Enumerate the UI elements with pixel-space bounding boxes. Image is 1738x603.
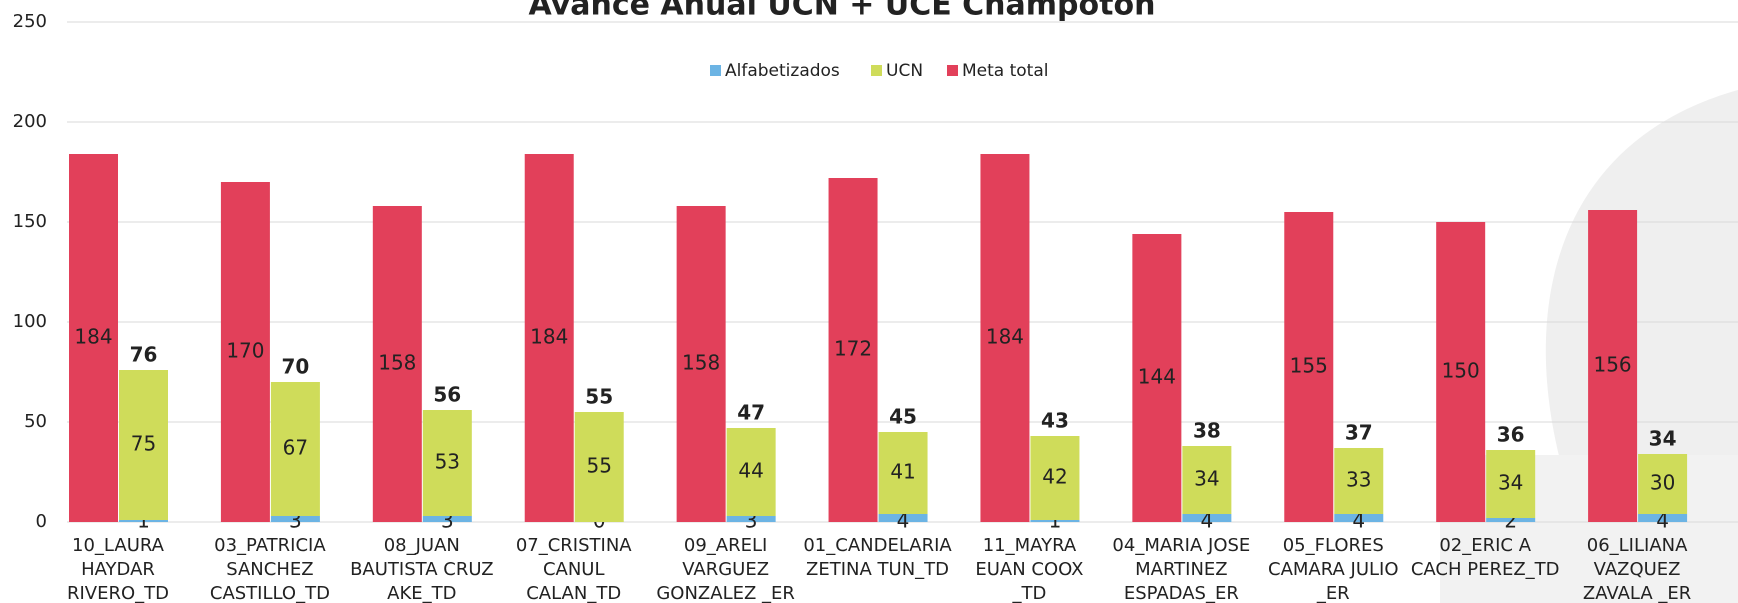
bar <box>524 154 574 522</box>
bar <box>828 178 878 522</box>
data-label: 184 <box>530 325 568 349</box>
x-tick-label: 06_LILIANA VAZQUEZ ZAVALA _ER <box>1583 535 1691 603</box>
bar <box>1588 210 1638 522</box>
x-tick-label: 02_ERIC A CACH PEREZ_TD <box>1411 535 1560 580</box>
legend-swatch <box>947 65 958 76</box>
data-label: 53 <box>435 450 460 474</box>
data-label: 155 <box>1290 354 1328 378</box>
bar <box>878 432 928 514</box>
total-label: 43 <box>1041 409 1069 433</box>
bar <box>422 516 472 522</box>
bar <box>1638 514 1688 522</box>
data-label: 41 <box>890 460 915 484</box>
y-tick-label: 100 <box>13 311 47 332</box>
bar <box>119 370 168 520</box>
legend-label: UCN <box>886 61 923 81</box>
total-label: 56 <box>433 383 461 407</box>
bar <box>119 520 168 522</box>
y-tick-label: 0 <box>36 511 47 532</box>
x-tick-label: 01_CANDELARIA ZETINA TUN_TD <box>803 535 952 580</box>
bar <box>1486 518 1536 522</box>
bar <box>1334 514 1384 522</box>
data-label: 55 <box>587 454 612 478</box>
y-tick-label: 150 <box>13 211 47 232</box>
x-tick-label: 04_MARIA JOSE MARTINEZ ESPADAS_ER <box>1112 535 1250 603</box>
x-tick-label: 07_CRISTINA CANUL CALAN_TD <box>516 535 632 603</box>
data-label: 172 <box>834 337 872 361</box>
data-label: 4 <box>1200 509 1213 533</box>
total-label: 47 <box>737 401 765 425</box>
data-label: 75 <box>131 432 156 456</box>
bar <box>372 206 422 522</box>
total-label: 36 <box>1497 423 1525 447</box>
bar <box>574 412 624 522</box>
bar <box>422 410 472 516</box>
total-label: 34 <box>1649 427 1677 451</box>
bar <box>69 154 118 522</box>
background-shape <box>1545 90 1738 460</box>
bar <box>1284 212 1334 522</box>
y-tick-label: 50 <box>24 411 47 432</box>
data-label: 4 <box>1656 509 1669 533</box>
data-label: 4 <box>1352 509 1365 533</box>
x-tick-label: 03_PATRICIA SANCHEZ CASTILLO_TD <box>210 535 330 603</box>
data-label: 150 <box>1442 359 1480 383</box>
chart-title: Avance Anual UCN + UCE Champoton <box>529 0 1156 23</box>
x-tick-label: 11_MAYRA EUAN COOX _TD <box>975 535 1083 603</box>
data-label: 184 <box>74 325 112 349</box>
legend-swatch <box>871 65 882 76</box>
data-label: 4 <box>897 509 910 533</box>
bar <box>270 382 320 516</box>
bar <box>726 516 776 522</box>
data-label: 158 <box>378 351 416 375</box>
x-tick-label: 05_FLORES CAMARA JULIO _ER <box>1268 535 1399 603</box>
total-label: 76 <box>130 343 158 367</box>
data-label: 170 <box>226 339 264 363</box>
data-label: 158 <box>682 351 720 375</box>
data-label: 44 <box>738 459 763 483</box>
bar <box>1182 514 1232 522</box>
bar <box>1030 520 1080 522</box>
x-tick-label: 09_ARELI VARGUEZ GONZALEZ _ER <box>656 535 795 603</box>
y-tick-label: 250 <box>13 11 47 32</box>
x-tick-label: 08_JUAN BAUTISTA CRUZ AKE_TD <box>350 535 493 603</box>
data-label: 184 <box>986 325 1024 349</box>
bar <box>1132 234 1182 522</box>
data-label: 156 <box>1593 353 1631 377</box>
data-label: 34 <box>1194 467 1219 491</box>
bar <box>878 514 928 522</box>
legend-label: Alfabetizados <box>725 61 840 81</box>
x-tick-label: 10_LAURA HAYDAR RIVERO_TD <box>67 535 169 603</box>
bar <box>1486 450 1536 518</box>
total-label: 37 <box>1345 421 1373 445</box>
data-label: 33 <box>1346 468 1371 492</box>
total-label: 38 <box>1193 419 1221 443</box>
data-label: 34 <box>1498 471 1523 495</box>
bar <box>726 428 776 516</box>
bar <box>1638 454 1688 514</box>
bar <box>980 154 1030 522</box>
y-tick-label: 200 <box>13 111 47 132</box>
bar <box>1030 436 1080 520</box>
data-label: 42 <box>1042 465 1067 489</box>
legend-label: Meta total <box>962 61 1049 81</box>
data-label: 144 <box>1138 365 1176 389</box>
bar <box>676 206 726 522</box>
bar <box>1182 446 1232 514</box>
legend-swatch <box>710 65 721 76</box>
bar <box>220 182 270 522</box>
bar <box>270 516 320 522</box>
bar <box>1436 222 1486 522</box>
data-label: 67 <box>283 436 308 460</box>
data-label: 30 <box>1650 471 1675 495</box>
bar <box>1334 448 1384 514</box>
total-label: 70 <box>281 355 309 379</box>
total-label: 45 <box>889 405 917 429</box>
total-label: 55 <box>585 385 613 409</box>
